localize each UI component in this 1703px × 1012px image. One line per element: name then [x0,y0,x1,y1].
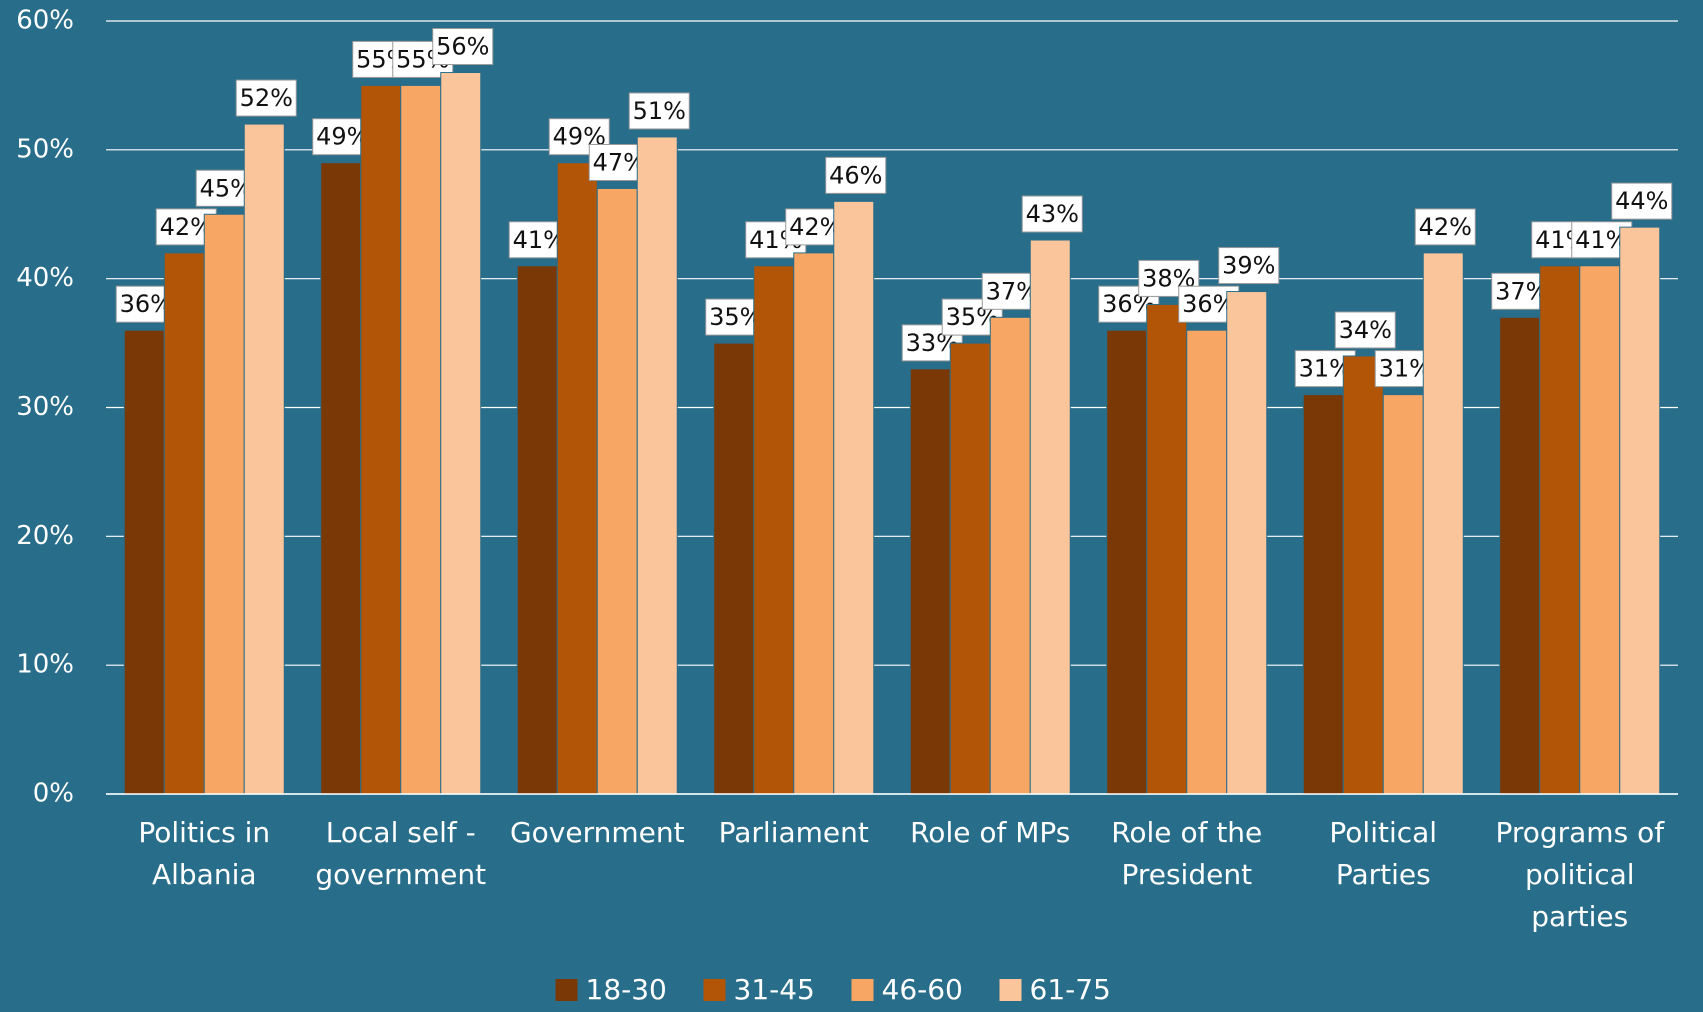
data-label-box [1414,208,1476,246]
data-label: 44% [1615,187,1668,215]
data-label: 43% [1026,200,1079,228]
legend-label: 31-45 [734,973,815,1006]
data-label: 51% [633,97,686,125]
legend-swatch [851,979,874,1001]
bar [793,252,835,795]
bar [516,265,558,795]
data-label: 34% [1339,316,1392,344]
bar [1029,239,1071,795]
x-tick-label: Local self - government [315,816,487,891]
y-tick-label: 20% [16,521,74,551]
bar [989,316,1031,795]
data-label: 56% [436,33,489,61]
data-label-box [1334,311,1396,349]
legend-swatch [555,979,578,1001]
data-label-box [1021,195,1083,233]
data-label: 39% [1222,252,1275,280]
bar [1226,291,1268,795]
x-tick-label: Government [509,816,685,849]
data-label-box [235,79,297,117]
x-tick-label: Role of the President [1111,816,1263,891]
y-tick-label: 60% [16,6,74,36]
bar [320,162,362,795]
bar [713,342,755,795]
bar [949,342,991,795]
bar [1302,394,1344,795]
bar [1499,316,1541,795]
bar [636,136,678,795]
x-tick-label: Parliament [718,816,869,849]
data-label: 52% [240,84,293,112]
x-tick-label: Programs of political parties [1495,816,1665,933]
bar [1539,265,1581,795]
y-tick-label: 10% [16,650,74,680]
bar [909,368,951,795]
legend-label: 18-30 [586,973,667,1006]
data-label-box [1218,247,1280,285]
y-tick-label: 0% [33,779,74,809]
data-label: 46% [829,161,882,189]
bar [1579,265,1621,795]
legend-swatch [999,979,1022,1001]
bar [440,72,482,795]
bar [123,329,165,795]
bar [1146,303,1188,795]
bar [596,187,638,795]
bar [243,123,285,795]
legend-label: 46-60 [882,973,963,1006]
legend-swatch [703,979,726,1001]
bar [203,213,245,795]
bar [1382,394,1424,795]
bar [1106,329,1148,795]
y-tick-label: 30% [16,392,74,422]
bar [753,265,795,795]
y-tick-label: 50% [16,134,74,164]
bar [1619,226,1661,795]
x-tick-label: Politics in Albania [138,816,271,891]
data-label-box [825,156,887,194]
bar [556,162,598,795]
data-label-box [432,28,494,66]
bar [833,200,875,795]
x-tick-label: Political Parties [1329,816,1438,891]
bar [360,84,402,795]
x-tick-label: Role of MPs [910,816,1071,849]
bar [1422,252,1464,795]
bar [1342,355,1384,795]
data-label: 42% [1419,213,1472,241]
bar [400,84,442,795]
bar [163,252,205,795]
data-label-box [628,92,690,130]
bar [1186,329,1228,795]
legend-label: 61-75 [1030,973,1111,1006]
data-label-box [1611,182,1673,220]
y-tick-label: 40% [16,263,74,293]
